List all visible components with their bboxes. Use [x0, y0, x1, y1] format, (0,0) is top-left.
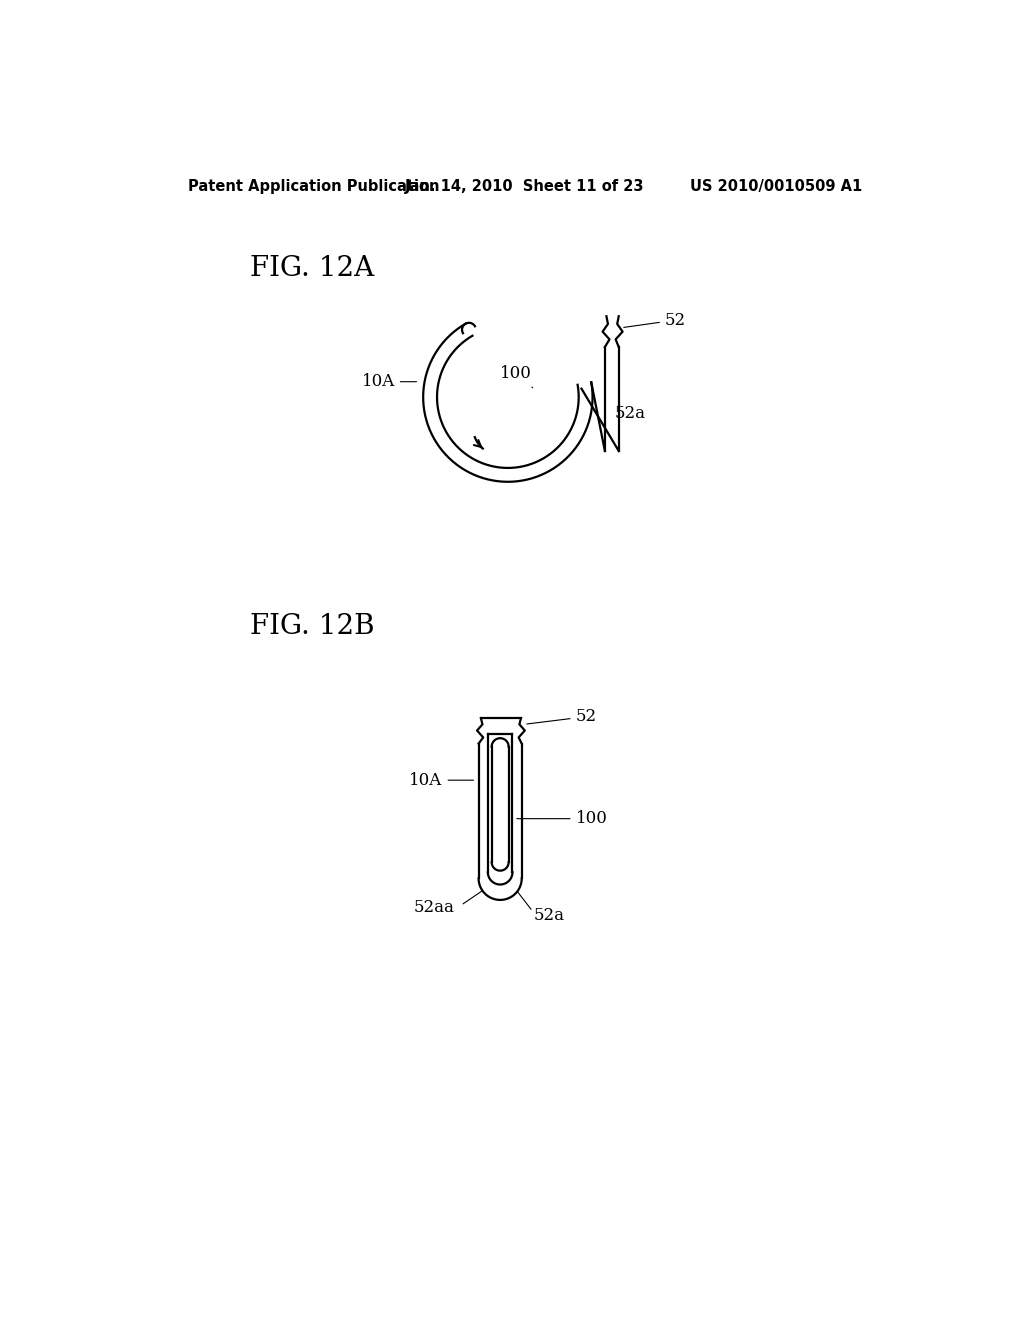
Text: 10A: 10A: [361, 374, 417, 391]
Text: Jan. 14, 2010  Sheet 11 of 23: Jan. 14, 2010 Sheet 11 of 23: [406, 180, 644, 194]
Text: FIG. 12B: FIG. 12B: [250, 612, 375, 640]
Text: 100: 100: [500, 366, 532, 388]
Text: 52: 52: [526, 708, 597, 725]
Text: 52: 52: [624, 312, 686, 329]
Text: US 2010/0010509 A1: US 2010/0010509 A1: [690, 180, 862, 194]
Text: FIG. 12A: FIG. 12A: [250, 255, 374, 281]
Text: 52a: 52a: [614, 405, 645, 421]
Text: Patent Application Publication: Patent Application Publication: [188, 180, 440, 194]
Text: 52a: 52a: [534, 907, 564, 924]
Text: 52aa: 52aa: [413, 899, 454, 916]
Text: 10A: 10A: [410, 772, 473, 788]
Text: 100: 100: [517, 810, 607, 828]
